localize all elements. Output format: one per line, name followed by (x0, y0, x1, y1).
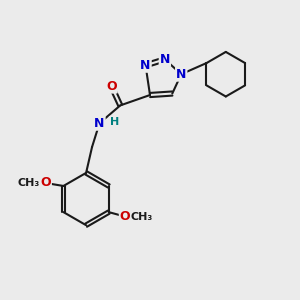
Text: N: N (160, 53, 170, 66)
Text: CH₃: CH₃ (131, 212, 153, 222)
Text: N: N (140, 59, 151, 72)
Text: O: O (120, 210, 130, 223)
Text: O: O (40, 176, 51, 190)
Text: N: N (176, 68, 186, 81)
Text: N: N (94, 117, 105, 130)
Text: H: H (110, 117, 119, 127)
Text: CH₃: CH₃ (17, 178, 40, 188)
Text: O: O (106, 80, 117, 93)
